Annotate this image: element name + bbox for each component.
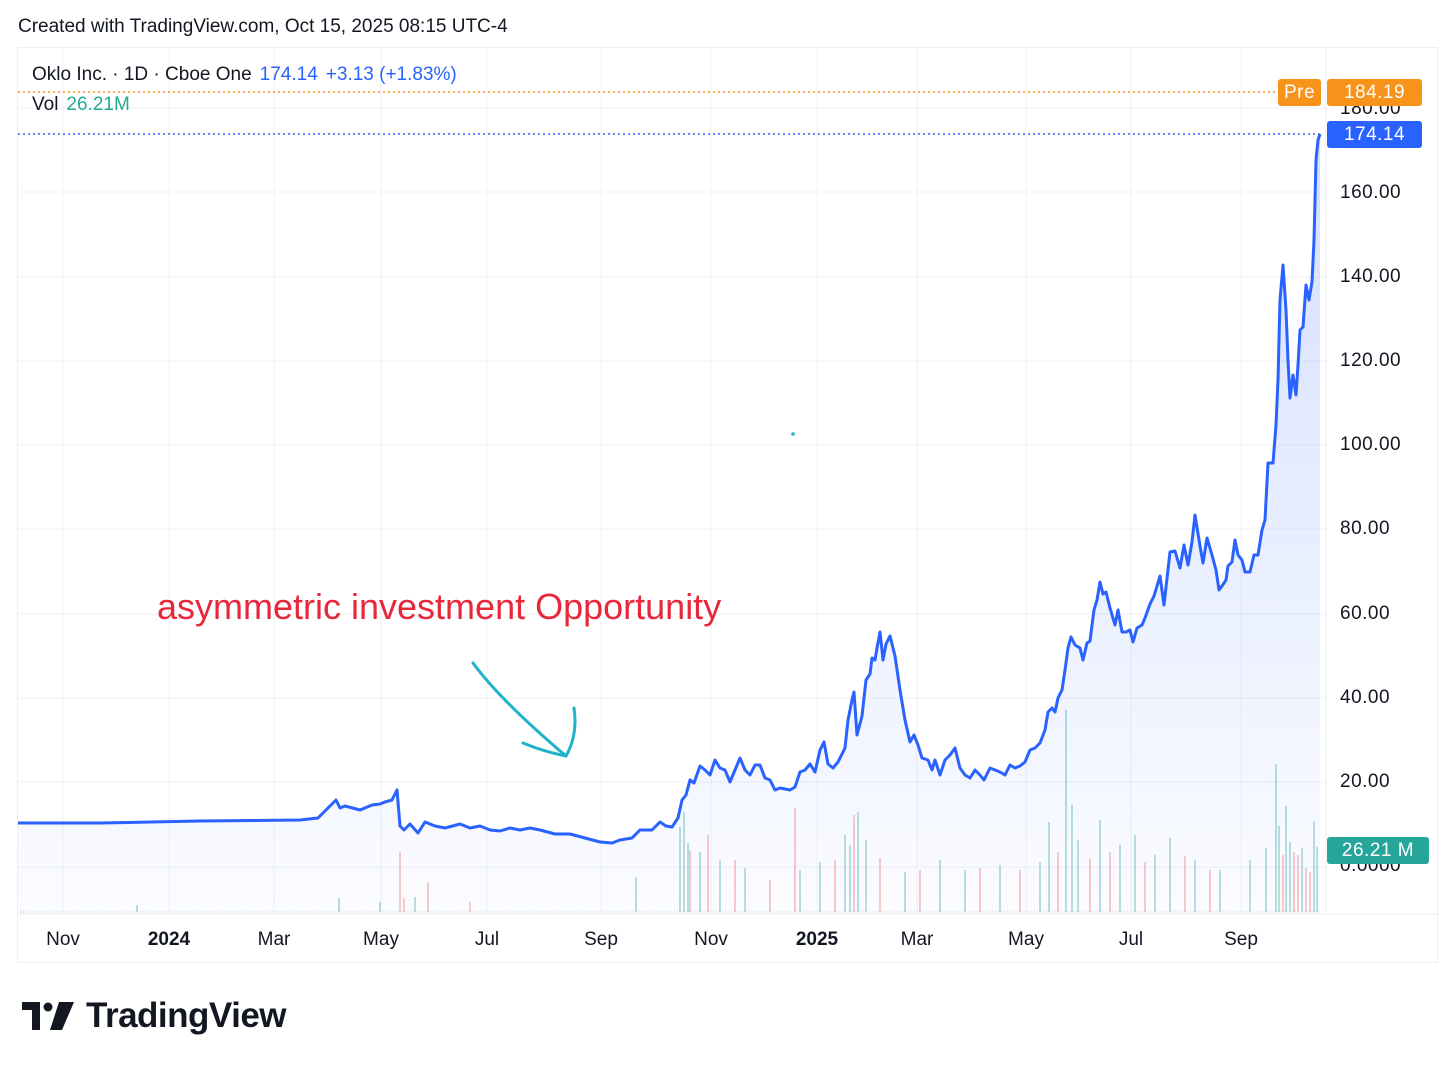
y-tick: 40.00 bbox=[1340, 687, 1391, 708]
y-tick: 140.00 bbox=[1340, 266, 1402, 287]
vol-value: 26.21M bbox=[66, 94, 130, 115]
premarket-label-tag: Pre bbox=[1278, 79, 1322, 106]
annotation-arrow-icon bbox=[471, 661, 577, 758]
price-line bbox=[18, 133, 1322, 845]
premarket-price-tag: 184.19 bbox=[1327, 79, 1422, 106]
annotation-text: asymmetric investment Opportunity bbox=[157, 586, 722, 627]
x-tick: Nov bbox=[694, 929, 728, 950]
x-tick: Sep bbox=[584, 929, 618, 950]
volume-legend: Vol 26.21M bbox=[32, 94, 130, 116]
x-tick: Jul bbox=[1118, 929, 1144, 950]
y-tick: 160.00 bbox=[1340, 182, 1402, 203]
chart-frame bbox=[17, 47, 1438, 963]
vol-label: Vol bbox=[32, 94, 59, 115]
x-tick: Nov bbox=[46, 929, 80, 950]
tradingview-logo[interactable]: TradingView bbox=[22, 996, 287, 1036]
y-tick: 20.00 bbox=[1340, 771, 1391, 792]
stray-dot bbox=[791, 432, 795, 436]
price-area bbox=[18, 134, 1320, 912]
x-tick: May bbox=[363, 929, 399, 950]
y-tick: 80.00 bbox=[1340, 518, 1391, 539]
x-tick: May bbox=[1008, 929, 1044, 950]
logo-text: TradingView bbox=[86, 996, 287, 1035]
chart-legend: Oklo Inc. · 1D · Cboe One 174.14 +3.13 (+1… bbox=[32, 64, 457, 86]
volume-tag: 26.21 M bbox=[1327, 837, 1429, 864]
y-tick: 100.00 bbox=[1340, 434, 1402, 455]
x-tick: 2024 bbox=[147, 929, 191, 950]
last-price-tag: 174.14 bbox=[1327, 121, 1422, 148]
tradingview-logo-icon bbox=[22, 1002, 74, 1030]
x-tick: Jul bbox=[474, 929, 500, 950]
x-tick: Mar bbox=[257, 929, 291, 950]
x-tick: Mar bbox=[900, 929, 934, 950]
x-tick: Sep bbox=[1224, 929, 1258, 950]
legend-last-price: 174.14 bbox=[259, 64, 318, 85]
y-tick: 60.00 bbox=[1340, 603, 1391, 624]
x-tick: 2025 bbox=[795, 929, 839, 950]
legend-change: +3.13 (+1.83%) bbox=[325, 64, 457, 85]
created-with-header: Created with TradingView.com, Oct 15, 20… bbox=[18, 16, 508, 37]
symbol-line: Oklo Inc. · 1D · Cboe One bbox=[32, 64, 252, 85]
y-tick: 120.00 bbox=[1340, 350, 1402, 371]
